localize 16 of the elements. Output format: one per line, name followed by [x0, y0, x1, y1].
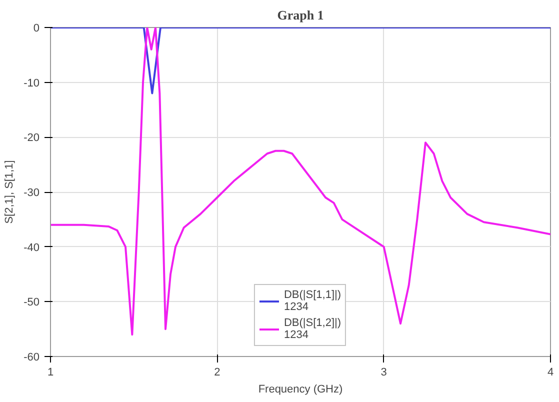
x-tick-label: 4: [547, 366, 554, 378]
y-tick-label: -40: [24, 242, 40, 254]
x-axis-title: Frequency (GHz): [258, 384, 343, 396]
x-tick-label: 2: [214, 366, 220, 378]
x-tick-label: 1: [47, 366, 54, 378]
y-tick-label: -10: [24, 77, 40, 90]
legend-label: DB(|S[1,1]|) 1234: [284, 289, 342, 313]
y-axis-title: S[2,1], S[1,1]: [4, 160, 16, 224]
y-tick-label: 0: [33, 22, 40, 34]
chart-title: Graph 1: [277, 8, 324, 22]
y-tick-label: -50: [24, 296, 40, 309]
y-tick-label: -60: [24, 352, 40, 364]
x-tick-label: 3: [380, 366, 387, 378]
y-tick-label: -30: [24, 187, 40, 199]
legend-label: DB(|S[1,2]|) 1234: [284, 317, 342, 341]
y-tick-label: -20: [24, 132, 40, 144]
